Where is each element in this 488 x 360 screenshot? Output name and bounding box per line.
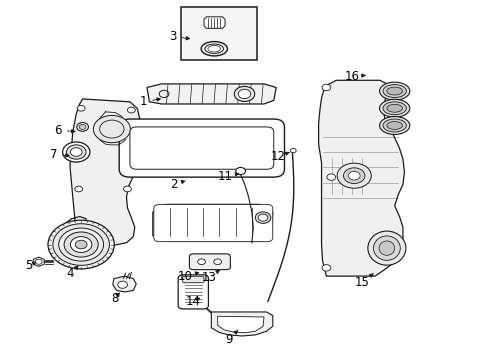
Ellipse shape <box>378 241 394 255</box>
Text: 14: 14 <box>185 295 201 308</box>
Circle shape <box>127 107 135 113</box>
Ellipse shape <box>201 41 227 56</box>
Circle shape <box>77 105 85 111</box>
FancyBboxPatch shape <box>189 254 230 270</box>
Ellipse shape <box>382 119 406 132</box>
Text: 1: 1 <box>140 95 160 108</box>
Ellipse shape <box>373 236 400 260</box>
Text: 10: 10 <box>177 270 198 283</box>
Ellipse shape <box>379 117 409 134</box>
Polygon shape <box>147 84 276 104</box>
Circle shape <box>235 167 245 175</box>
Circle shape <box>213 259 221 265</box>
Circle shape <box>79 125 86 130</box>
Ellipse shape <box>379 99 409 117</box>
Circle shape <box>53 224 109 265</box>
Circle shape <box>75 186 82 192</box>
FancyBboxPatch shape <box>119 119 284 177</box>
Text: 4: 4 <box>66 266 78 280</box>
Ellipse shape <box>386 122 402 130</box>
Circle shape <box>66 145 86 159</box>
Circle shape <box>77 123 88 131</box>
Circle shape <box>93 116 130 143</box>
Circle shape <box>255 212 270 224</box>
Ellipse shape <box>379 82 409 100</box>
Ellipse shape <box>386 87 402 95</box>
Polygon shape <box>153 204 272 241</box>
Circle shape <box>62 142 90 162</box>
FancyBboxPatch shape <box>154 204 272 242</box>
Text: 6: 6 <box>54 124 75 137</box>
Text: 7: 7 <box>49 148 69 161</box>
FancyBboxPatch shape <box>182 276 203 283</box>
Circle shape <box>197 259 205 265</box>
Circle shape <box>234 86 254 102</box>
Text: 12: 12 <box>270 150 288 163</box>
Circle shape <box>322 84 330 91</box>
Circle shape <box>35 259 42 264</box>
Circle shape <box>238 89 250 99</box>
Polygon shape <box>318 80 404 276</box>
Circle shape <box>123 186 131 192</box>
Circle shape <box>75 240 87 249</box>
Text: 3: 3 <box>169 30 189 43</box>
Polygon shape <box>217 316 264 333</box>
Polygon shape <box>113 276 136 292</box>
Circle shape <box>59 228 103 261</box>
Circle shape <box>64 232 98 257</box>
Text: 9: 9 <box>224 330 237 346</box>
Text: 2: 2 <box>170 178 184 191</box>
Circle shape <box>70 148 82 156</box>
Polygon shape <box>203 17 224 28</box>
Text: 11: 11 <box>217 170 238 183</box>
Text: 5: 5 <box>25 259 36 272</box>
Circle shape <box>343 168 364 184</box>
Circle shape <box>258 214 267 221</box>
Text: 8: 8 <box>111 292 119 305</box>
Circle shape <box>118 281 127 288</box>
Circle shape <box>290 148 296 153</box>
Circle shape <box>347 171 359 180</box>
Text: 13: 13 <box>202 270 219 284</box>
Ellipse shape <box>204 44 223 53</box>
FancyBboxPatch shape <box>130 127 273 169</box>
Ellipse shape <box>386 104 402 112</box>
Polygon shape <box>63 99 140 249</box>
Circle shape <box>48 220 114 269</box>
Circle shape <box>326 174 335 180</box>
Ellipse shape <box>367 231 405 265</box>
Ellipse shape <box>382 85 406 98</box>
Polygon shape <box>211 312 272 336</box>
Text: 15: 15 <box>354 274 372 289</box>
Circle shape <box>322 265 330 271</box>
Circle shape <box>70 237 92 252</box>
Polygon shape <box>33 257 44 266</box>
Circle shape <box>336 163 370 188</box>
Text: 16: 16 <box>344 70 365 83</box>
FancyBboxPatch shape <box>178 275 208 309</box>
Bar <box>181 7 256 60</box>
Ellipse shape <box>382 102 406 115</box>
